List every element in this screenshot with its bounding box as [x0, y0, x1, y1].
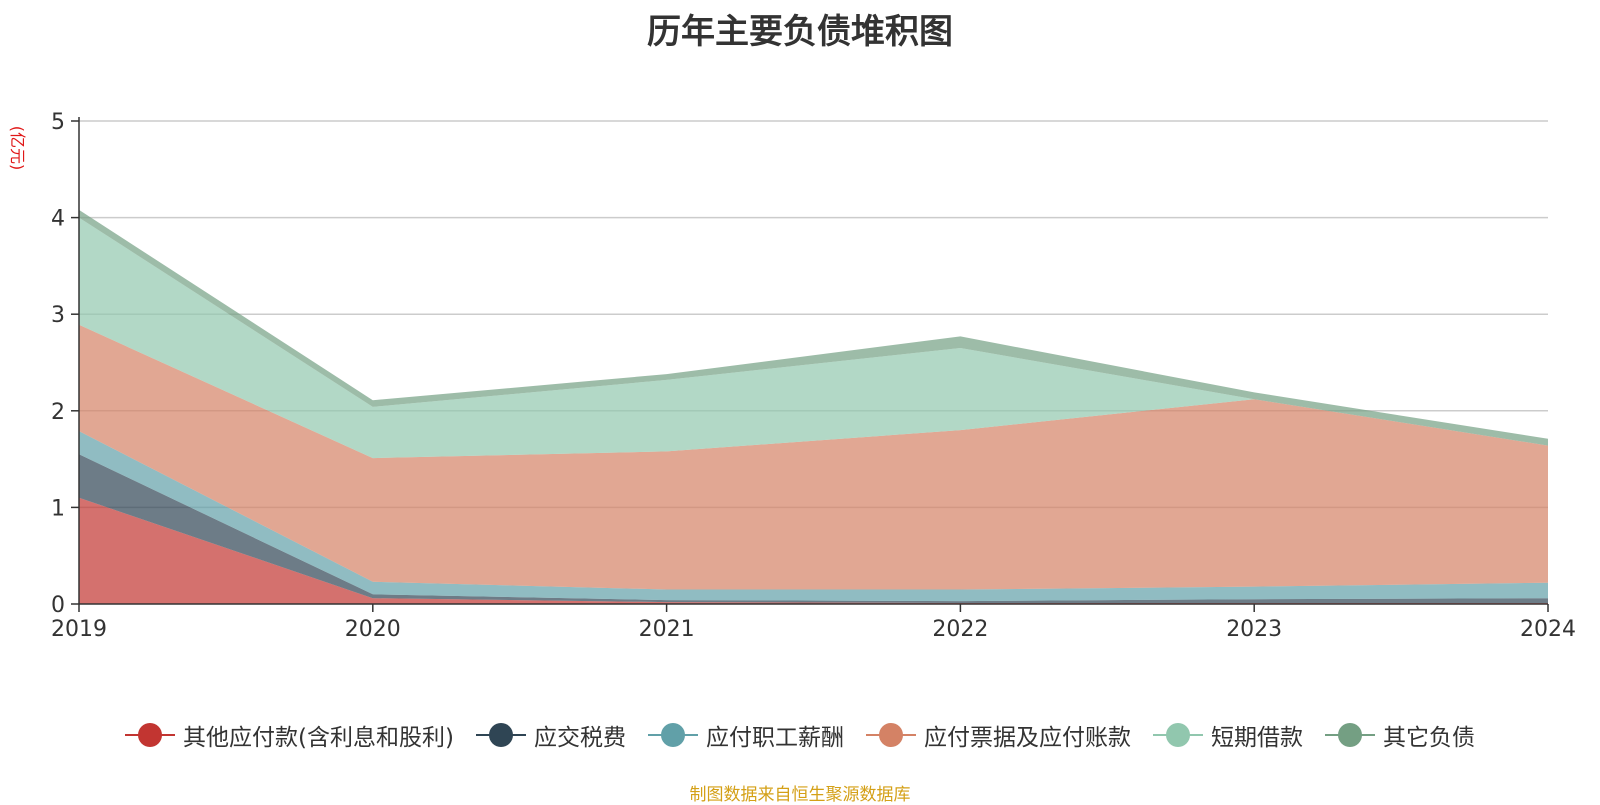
chart-title: 历年主要负债堆积图 — [647, 12, 953, 52]
x-tick-label: 2019 — [51, 617, 107, 642]
x-tick-label: 2021 — [639, 617, 695, 642]
area-series-其他应付款(含利息和股利) — [79, 497, 1548, 604]
legend-marker-icon — [1152, 723, 1203, 747]
x-tick-label: 2023 — [1226, 617, 1282, 642]
y-tick-label: 3 — [51, 303, 65, 328]
legend-item[interactable]: 应交税费 — [475, 718, 626, 752]
area-series — [79, 209, 1548, 604]
legend-label: 应付职工薪酬 — [705, 725, 844, 751]
legend-marker-icon — [475, 723, 526, 747]
legend-item[interactable]: 其他应付款(含利息和股利) — [125, 718, 454, 752]
y-tick-label: 2 — [51, 400, 65, 425]
x-tick-label: 2022 — [932, 617, 988, 642]
legend-label: 其它负债 — [1382, 725, 1475, 751]
axes: 0 1 2 3 4 5 2019 2020 2021 2022 2023 2024 — [51, 110, 1576, 642]
legend-item[interactable]: 其它负债 — [1324, 718, 1475, 752]
legend-marker-icon — [1324, 723, 1375, 747]
legend-label: 应付票据及应付账款 — [923, 725, 1131, 751]
area-series-短期借款 — [79, 217, 1548, 459]
area-series-其它负债 — [79, 209, 1548, 446]
y-axis-unit-label: (亿元) — [8, 126, 27, 171]
legend-marker-icon — [125, 723, 176, 747]
legend-item[interactable]: 短期借款 — [1152, 718, 1303, 752]
legend-item[interactable]: 应付票据及应付账款 — [865, 718, 1131, 752]
legend: 其他应付款(含利息和股利) 应交税费 应付职工薪酬 应付票据及应付账款 短期借款 其它负债 — [0, 718, 1600, 752]
legend-label: 其他应付款(含利息和股利) — [183, 725, 454, 751]
legend-item[interactable]: 应付职工薪酬 — [647, 718, 844, 752]
legend-marker-icon — [647, 723, 698, 747]
y-tick-label: 1 — [51, 496, 65, 521]
y-tick-label: 5 — [51, 110, 65, 135]
x-tick-label: 2024 — [1520, 617, 1576, 642]
legend-label: 应交税费 — [533, 725, 626, 751]
y-tick-label: 0 — [51, 593, 65, 618]
x-tick-label: 2020 — [345, 617, 401, 642]
area-series-应付票据及应付账款 — [79, 324, 1548, 590]
y-tick-label: 4 — [51, 207, 65, 232]
legend-marker-icon — [865, 723, 916, 747]
legend-label: 短期借款 — [1210, 725, 1303, 751]
source-note: 制图数据来自恒生聚源数据库 — [689, 785, 911, 805]
